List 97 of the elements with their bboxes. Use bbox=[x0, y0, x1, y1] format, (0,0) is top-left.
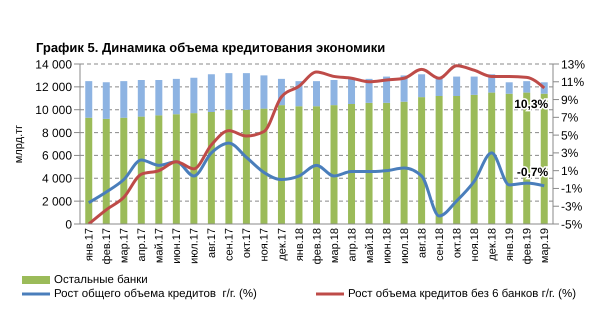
y2-tick-label: 5% bbox=[561, 128, 579, 142]
x-tick-label: мар.18 bbox=[328, 228, 341, 264]
bar bbox=[172, 78, 180, 114]
bar bbox=[348, 104, 356, 224]
x-tick-label: апр.17 bbox=[136, 228, 148, 262]
line-series bbox=[87, 142, 546, 218]
bar bbox=[470, 76, 478, 95]
bar bbox=[295, 106, 302, 224]
x-tick-label: мар.19 bbox=[539, 228, 552, 264]
x-tick-label: ноя.17 bbox=[258, 228, 271, 262]
y2-tick-label: 1% bbox=[561, 164, 579, 178]
y-tick-label: 4 000 bbox=[42, 172, 72, 186]
bar bbox=[208, 112, 215, 224]
bar bbox=[488, 92, 496, 224]
y-tick-label: 8 000 bbox=[42, 126, 72, 140]
x-tick-label: сен.18 bbox=[434, 228, 446, 261]
bar bbox=[208, 74, 215, 112]
bar bbox=[523, 81, 530, 93]
x-tick-label: янв.19 bbox=[504, 228, 516, 262]
bar bbox=[453, 76, 460, 96]
x-tick-label: фев.17 bbox=[101, 228, 114, 264]
bar bbox=[312, 106, 320, 224]
line-series bbox=[87, 64, 546, 224]
y2-tick-label: 13% bbox=[561, 57, 586, 72]
bar bbox=[242, 73, 250, 110]
x-tick-label: фев.18 bbox=[311, 228, 324, 264]
x-tick-label: дек.18 bbox=[486, 228, 498, 261]
y-tick-label: 2 000 bbox=[42, 194, 72, 208]
x-tick-label: июн.18 bbox=[381, 228, 394, 264]
bar bbox=[260, 75, 268, 109]
bar bbox=[330, 105, 338, 224]
y-tick-label: 6 000 bbox=[42, 148, 72, 163]
x-tick-label: мар.17 bbox=[118, 228, 131, 264]
bar bbox=[155, 80, 162, 116]
x-tick-label: фев.19 bbox=[522, 228, 534, 264]
y2-tick-label: -3% bbox=[561, 199, 583, 214]
bar bbox=[190, 113, 198, 224]
bar bbox=[348, 78, 356, 104]
y-tick-label: 0 bbox=[65, 217, 72, 232]
bar bbox=[120, 118, 128, 224]
bar bbox=[418, 74, 426, 98]
bar bbox=[138, 80, 145, 117]
y2-tick-label: 11% bbox=[561, 75, 584, 90]
bar bbox=[418, 97, 426, 224]
x-tick-label: апр.18 bbox=[346, 228, 358, 262]
y-tick-label: 12 000 bbox=[35, 80, 72, 94]
x-tick-label: авг.18 bbox=[416, 228, 428, 258]
bar bbox=[453, 96, 460, 224]
y2-tick-label: -5% bbox=[561, 217, 583, 232]
x-tick-label: окт.17 bbox=[241, 228, 254, 258]
y-tick-label: 14 000 bbox=[35, 57, 72, 72]
bar bbox=[138, 116, 145, 224]
bar bbox=[190, 78, 198, 114]
bar bbox=[470, 94, 478, 224]
bar bbox=[383, 102, 390, 224]
x-tick-label: сен.17 bbox=[224, 228, 236, 261]
bar bbox=[506, 82, 513, 94]
y2-tick-label: -1% bbox=[561, 182, 583, 196]
chart-title: График 5. Динамика объема кредитования экономики bbox=[35, 39, 386, 57]
bar bbox=[260, 108, 268, 224]
bar bbox=[172, 114, 180, 224]
x-tick-label: авг.17 bbox=[206, 228, 218, 258]
x-tick-label: янв.17 bbox=[84, 228, 96, 262]
y-tick-label: 10 000 bbox=[35, 102, 72, 117]
x-tick-label: июл.17 bbox=[188, 228, 201, 264]
x-tick-label: июн.17 bbox=[171, 228, 184, 264]
bar bbox=[85, 118, 92, 224]
legend-label: Остальные банки bbox=[54, 274, 148, 286]
x-tick-label: май.17 bbox=[154, 228, 166, 264]
bar bbox=[102, 82, 110, 119]
bar bbox=[120, 81, 128, 118]
x-tick-label: дек.17 bbox=[276, 228, 288, 261]
bar bbox=[155, 115, 162, 224]
x-tick-label: май.18 bbox=[364, 228, 376, 264]
bar bbox=[506, 94, 513, 224]
legend-label: Рост объема кредитов без 6 банков г/г. (%) bbox=[348, 288, 576, 300]
x-tick-label: июл.18 bbox=[398, 228, 411, 264]
x-tick-label: ноя.18 bbox=[468, 228, 481, 262]
y2-tick-label: 9% bbox=[561, 92, 579, 107]
y2-tick-label: 7% bbox=[561, 110, 579, 125]
bar bbox=[400, 102, 408, 224]
x-tick-label: янв.18 bbox=[294, 228, 306, 262]
bar bbox=[225, 110, 232, 224]
bar bbox=[312, 81, 320, 106]
x-tick-label: окт.18 bbox=[451, 228, 464, 258]
bar bbox=[225, 73, 232, 110]
bar bbox=[366, 102, 373, 224]
bar bbox=[278, 105, 285, 224]
bar bbox=[85, 81, 92, 118]
bar bbox=[242, 110, 250, 224]
y-axis-title: млрд.тг bbox=[12, 124, 25, 164]
bar bbox=[102, 118, 110, 224]
legend-label: Рост общего объема кредитов г/г. (%) bbox=[54, 288, 257, 300]
y2-tick-label: 3% bbox=[561, 146, 579, 160]
bar bbox=[436, 96, 443, 224]
bar bbox=[436, 78, 443, 96]
bar bbox=[330, 80, 338, 106]
